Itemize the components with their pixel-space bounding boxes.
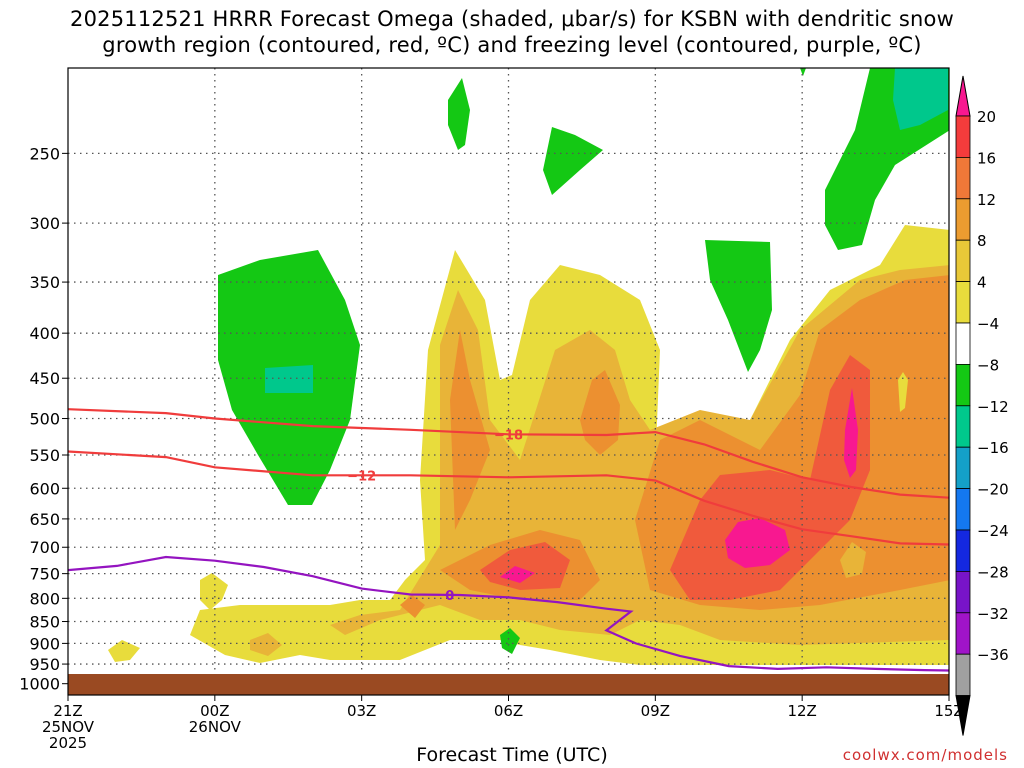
contour-label: −18 (494, 428, 523, 443)
colorbar-segment (955, 571, 971, 614)
y-tick-label: 500 (29, 410, 60, 429)
x-tick-label: 2025 (49, 734, 87, 752)
x-tick-label: 00Z (200, 702, 229, 720)
omega-shade-cold-4g (800, 68, 806, 76)
colorbar-segment (955, 446, 971, 490)
colorbar-segment (955, 488, 971, 531)
omega-shade-cold-4b (448, 78, 470, 150)
omega-shade-warm-16 (480, 542, 570, 590)
x-tick-label: 06Z (494, 702, 523, 720)
omega-shade-warm-8b (250, 633, 282, 656)
omega-shade-warm-4c (108, 640, 140, 662)
omega-shade-warm-12e (400, 595, 425, 618)
x-tick-label: 25NOV (42, 718, 95, 736)
y-tick-label: 750 (29, 565, 60, 584)
colorbar-label: 4 (977, 274, 987, 292)
credit-text: coolwx.com/models (842, 746, 1008, 764)
y-tick-label: 900 (29, 634, 60, 653)
chart-title-line2: growth region (contoured, red, ºC) and f… (102, 33, 922, 57)
colorbar-segment (955, 156, 971, 200)
colorbar-label: −36 (977, 646, 1009, 664)
omega-shade-cold-8b (893, 68, 948, 130)
omega-shade-warm-4d (898, 372, 908, 412)
y-tick-label: 950 (29, 655, 60, 674)
y-tick-label: 350 (29, 273, 60, 292)
y-tick-label: 550 (29, 446, 60, 465)
colorbar-label: −20 (977, 481, 1009, 499)
omega-shade-cold-8a (265, 365, 313, 393)
colorbar-label: 8 (977, 232, 987, 250)
chart-title-line1: 2025112521 HRRR Forecast Omega (shaded, … (70, 7, 954, 31)
omega-shade-warm-20 (725, 518, 790, 568)
colorbar-bottom-arrow (955, 695, 971, 736)
colorbar-segment (955, 405, 971, 448)
colorbar-label: −32 (977, 605, 1009, 623)
y-axis: 250 300 350 400 450 500 550 600 650 700 750 800 850 9… (19, 144, 68, 694)
colorbar-label: −4 (977, 315, 999, 333)
x-tick-label: 15Z (934, 702, 963, 720)
colorbar-segment (955, 198, 971, 241)
colorbar: 20 16 12 8 4 −4 −8 −12 −16 −20 −24 −28 −32 −36 (955, 75, 1009, 736)
contour-label: −12 (347, 469, 376, 484)
x-tick-label: 09Z (641, 702, 670, 720)
colorbar-segment (955, 612, 971, 655)
y-tick-label: 450 (29, 369, 60, 388)
colorbar-top-arrow (955, 75, 971, 117)
omega-shade-cold-4c (543, 127, 603, 195)
contour-line (68, 450, 949, 546)
x-tick-label: 12Z (787, 702, 816, 720)
colorbar-segment (955, 239, 971, 282)
chart-title: 2025112521 HRRR Forecast Omega (shaded, … (0, 6, 1024, 58)
x-axis-label: Forecast Time (UTC) (416, 744, 608, 766)
colorbar-label: −24 (977, 522, 1009, 540)
colorbar-label: −28 (977, 563, 1009, 581)
contour-line (68, 408, 949, 499)
x-tick-label: 03Z (347, 702, 376, 720)
colorbar-segment (955, 529, 971, 572)
colorbar-label: 12 (977, 191, 996, 209)
colorbar-label: −16 (977, 439, 1009, 457)
colorbar-label: −12 (977, 398, 1009, 416)
colorbar-segment (955, 363, 971, 407)
y-tick-label: 800 (29, 589, 60, 608)
omega-shade-warm-16b (670, 355, 870, 600)
y-tick-label: 650 (29, 510, 60, 529)
omega-shade-warm-12-spot (840, 542, 866, 578)
omega-shade-cold-4f (500, 628, 520, 654)
colorbar-label: 20 (977, 108, 996, 126)
ground-band (68, 674, 949, 695)
y-tick-label: 300 (29, 214, 60, 233)
contour-layer: −18 −12 0 (68, 408, 949, 672)
x-tick-label: 21Z (53, 702, 82, 720)
y-tick-label: 250 (29, 144, 60, 163)
omega-shade-warm-4b (200, 573, 228, 610)
y-tick-label: 400 (29, 324, 60, 343)
y-tick-label: 700 (29, 538, 60, 557)
x-tick-label: 26NOV (189, 718, 242, 736)
colorbar-label: 16 (977, 149, 996, 167)
colorbar-segment (955, 115, 971, 158)
y-tick-label: 850 (29, 613, 60, 632)
colorbar-segment (955, 281, 971, 324)
omega-shade-warm-12 (450, 330, 490, 530)
colorbar-label: −8 (977, 356, 999, 374)
grid-lines (68, 68, 949, 695)
y-tick-label: 1000 (19, 675, 60, 694)
contour-line (68, 555, 949, 672)
colorbar-segment (955, 653, 971, 697)
y-tick-label: 600 (29, 479, 60, 498)
contour-label: 0 (445, 589, 454, 604)
omega-shade-cold-4d (705, 240, 772, 372)
colorbar-segment (955, 322, 971, 365)
